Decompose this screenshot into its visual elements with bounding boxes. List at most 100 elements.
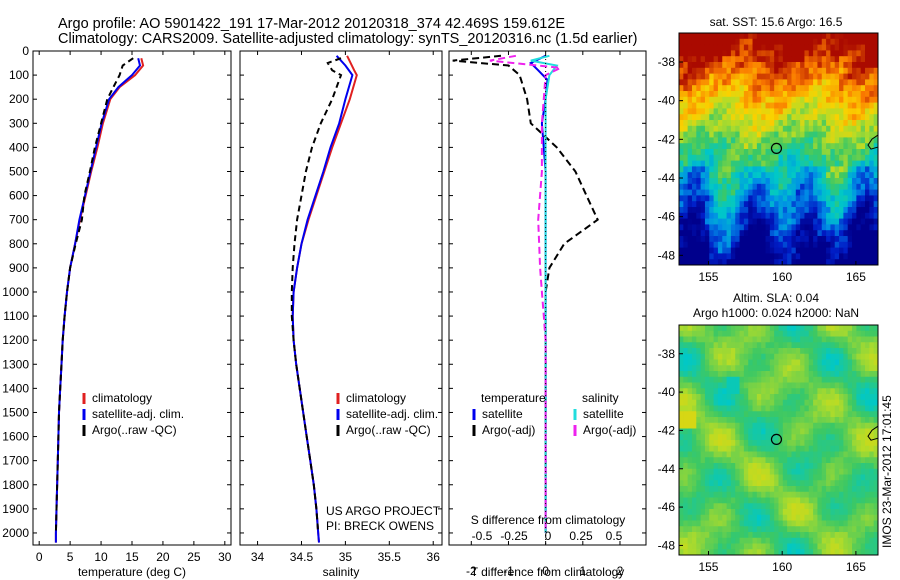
map-cell [752,230,758,237]
map-cell [791,451,797,458]
map-cell [843,56,849,63]
map-cell [869,514,875,522]
map-cell [852,491,857,499]
map-cell [808,543,814,550]
map-cell [774,91,780,98]
map-cell [795,79,801,86]
map-cell [821,38,827,46]
map-cell [873,537,878,545]
map-cell [817,131,823,138]
map-cell [691,96,697,104]
map-cell [817,491,823,499]
map-cell [704,417,710,424]
map-cell [691,537,697,545]
map-cell [808,44,814,51]
map-cell [787,497,793,504]
map-cell [752,451,758,458]
map-cell [847,212,853,220]
map-cell [808,451,814,458]
x-tick-label-salinity: -0.25 [500,529,528,543]
map-cell [856,434,862,441]
map-cell [748,382,754,389]
map-cell [852,428,857,435]
map-cell [709,108,715,115]
map-cell [765,149,771,156]
map-cell [860,388,866,395]
map-cell [791,486,797,493]
map-cell [704,73,710,80]
map-cell [865,137,870,144]
map-cell [679,183,684,191]
map-cell [843,114,849,121]
map-cell [830,353,836,361]
map-cell [834,376,840,384]
map-cell [795,376,801,384]
map-cell [787,359,793,366]
map-cell [834,497,840,504]
map-cell [843,137,849,144]
map-cell [709,160,715,167]
map-cell [860,62,866,69]
map-cell [739,428,745,435]
map-cell [704,549,710,555]
map-cell [873,428,878,435]
map-cell [860,108,866,115]
map-cell [873,33,878,40]
map-cell [769,422,775,430]
map-cell [826,417,832,424]
map-cell [813,201,819,208]
map-cell [843,253,849,260]
map-cell [752,195,758,202]
map-cell [843,183,849,191]
map-cell [739,241,745,249]
map-cell [808,382,814,389]
map-cell [787,131,793,138]
map-cell [821,394,827,401]
map-cell [761,236,767,243]
map-cell [700,336,706,343]
map-cell [865,514,870,522]
x-tick-label: 36 [427,550,441,564]
map-cell [726,189,732,196]
map-cell [774,44,780,51]
map-cell [700,486,706,493]
map-cell [700,166,706,173]
map-cell [683,218,689,225]
map-cell [709,359,715,366]
map-cell [765,241,771,249]
map-cell [834,50,840,57]
map-cell [756,131,762,138]
map-cell [687,96,693,104]
map-cell [869,67,875,75]
map-cell [696,201,702,208]
map-cell [679,154,684,162]
map-cell [696,497,702,504]
map-cell [717,543,723,550]
map-cell [856,56,862,63]
map-cell [847,537,853,545]
map-cell [730,236,736,243]
map-cell [761,125,767,133]
map-cell [726,480,732,487]
map-cell [847,85,853,92]
map-cell [830,259,836,265]
map-cell [821,376,827,384]
map-cell [709,218,715,225]
map-cell [873,120,878,127]
map-cell [748,201,754,208]
map-cell [791,330,797,338]
map-cell [713,154,719,162]
map-cell [804,79,810,86]
map-cell [739,259,745,265]
map-cell [774,342,780,349]
map-cell [860,56,866,63]
map-cell [713,394,719,401]
map-cell [821,50,827,57]
map-cell [774,67,780,75]
map-cell [743,514,749,522]
map-cell [817,405,823,412]
map-cell [679,520,684,527]
map-cell [843,62,849,69]
map-cell [782,411,788,418]
map-cell [847,137,853,144]
